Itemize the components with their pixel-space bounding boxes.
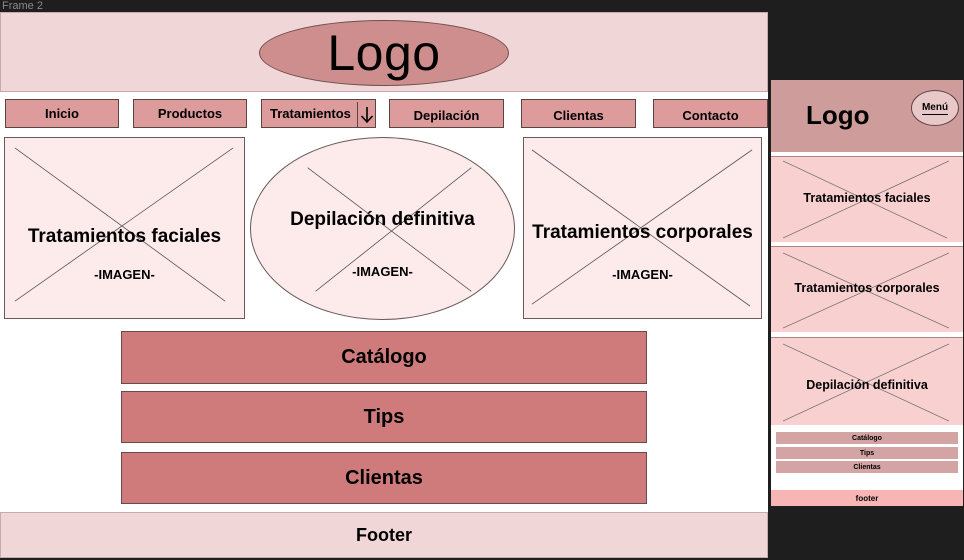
desktop-logo[interactable]: Logo	[259, 20, 509, 86]
card-title: Tratamientos corporales	[532, 222, 753, 243]
card-title: Depilación definitiva	[290, 209, 475, 230]
mobile-clientas-button[interactable]: Clientas	[776, 461, 958, 473]
nav-productos-label: Productos	[157, 106, 223, 121]
card-image-label: -IMAGEN-	[94, 267, 155, 282]
image-placeholder-cross-icon	[782, 252, 950, 329]
nav-inicio-label: Inicio	[45, 106, 79, 121]
desktop-footer: Footer	[0, 512, 768, 558]
mobile-footer: footer	[771, 490, 963, 506]
tips-label: Tips	[363, 405, 405, 428]
nav-dropdown-divider	[357, 102, 358, 127]
nav-depilacion[interactable]: Depilación	[389, 99, 504, 128]
nav-inicio[interactable]: Inicio	[5, 99, 119, 128]
mobile-clientas-label: Clientas	[853, 463, 881, 471]
tips-button[interactable]: Tips	[121, 391, 647, 443]
nav-productos[interactable]: Productos	[133, 99, 247, 128]
nav-clientas-label: Clientas	[553, 108, 604, 123]
nav-depilacion-label: Depilación	[413, 108, 480, 123]
catalogo-button[interactable]: Catálogo	[121, 331, 647, 384]
arrow-down-icon[interactable]	[360, 106, 374, 124]
frame-label: Frame 2	[2, 0, 43, 12]
card-tratamientos-corporales[interactable]: Tratamientos corporales -IMAGEN-	[523, 137, 762, 319]
mobile-catalogo-button[interactable]: Catálogo	[776, 432, 958, 444]
mobile-footer-label: footer	[855, 493, 879, 503]
mobile-tips-label: Tips	[859, 449, 875, 457]
card-tratamientos-faciales[interactable]: Tratamientos faciales -IMAGEN-	[4, 137, 245, 319]
mobile-card-title: Depilación definitiva	[806, 378, 928, 392]
mobile-catalogo-label: Catálogo	[852, 434, 882, 442]
clientas-button[interactable]: Clientas	[121, 452, 647, 504]
image-placeholder-cross-icon	[14, 147, 234, 302]
card-depilacion-definitiva[interactable]: Depilación definitiva -IMAGEN-	[250, 137, 515, 320]
image-placeholder-cross-icon	[307, 167, 472, 292]
nav-tratamientos[interactable]: Tratamientos	[261, 99, 376, 128]
mobile-card-tratamientos-corporales[interactable]: Tratamientos corporales	[771, 246, 963, 332]
image-placeholder-cross-icon	[531, 149, 753, 307]
card-title: Tratamientos faciales	[27, 226, 222, 247]
nav-contacto[interactable]: Contacto	[653, 99, 768, 128]
mobile-card-tratamientos-faciales[interactable]: Tratamientos faciales	[771, 156, 963, 242]
footer-label: Footer	[356, 524, 412, 545]
mobile-menu-button[interactable]: Menú	[911, 90, 959, 126]
mobile-card-title: Tratamientos faciales	[803, 191, 931, 205]
mobile-menu-label: Menú	[921, 101, 949, 115]
card-image-label: -IMAGEN-	[612, 267, 673, 282]
card-image-label: -IMAGEN-	[352, 264, 413, 279]
image-placeholder-cross-icon	[782, 160, 950, 239]
clientas-label: Clientas	[345, 466, 423, 489]
nav-clientas[interactable]: Clientas	[521, 99, 636, 128]
mobile-card-title: Tratamientos corporales	[794, 281, 940, 295]
image-placeholder-cross-icon	[782, 343, 950, 422]
catalogo-label: Catálogo	[341, 346, 427, 368]
mobile-card-depilacion-definitiva[interactable]: Depilación definitiva	[771, 337, 963, 425]
mobile-logo[interactable]: Logo	[806, 100, 870, 130]
mobile-tips-button[interactable]: Tips	[776, 447, 958, 459]
nav-contacto-label: Contacto	[682, 108, 739, 123]
nav-tratamientos-label: Tratamientos	[270, 106, 351, 121]
